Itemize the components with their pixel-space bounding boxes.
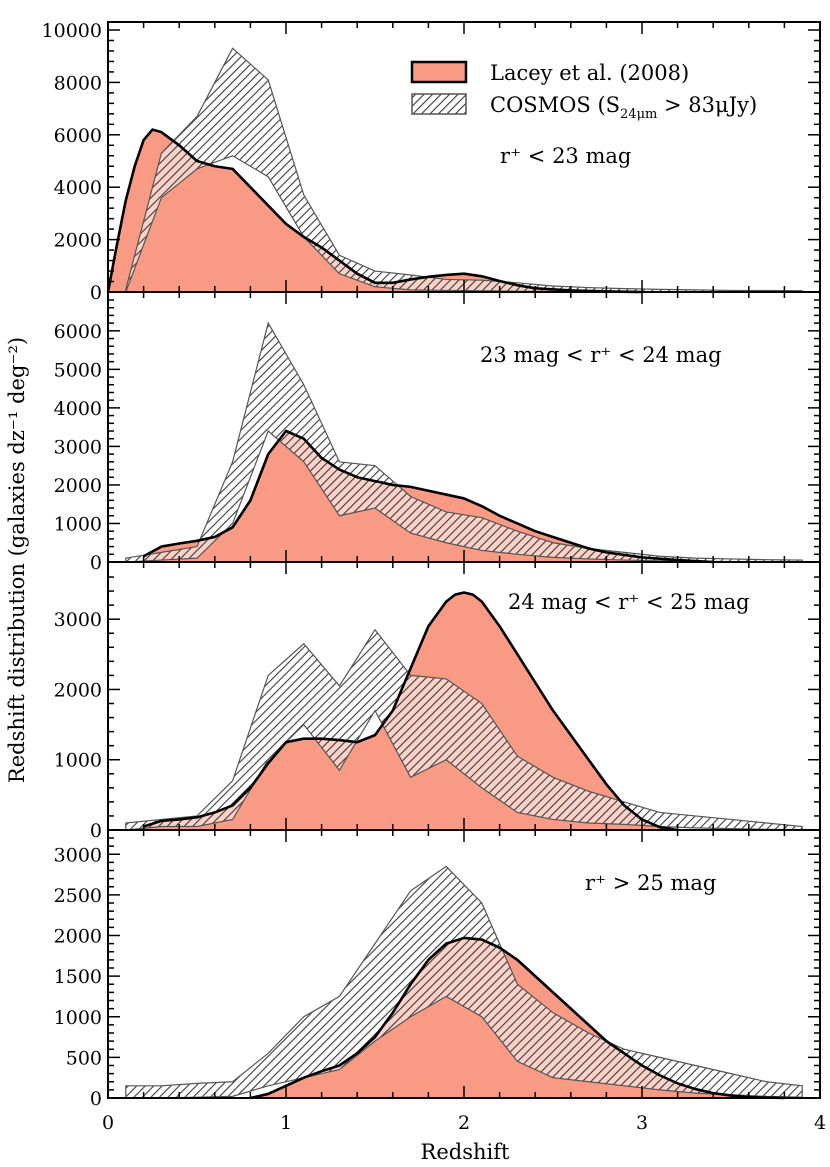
panel-1: 0 2000 4000 6000 8000 10000 r⁺ < 23 mag — [42, 20, 821, 304]
y-tick-label: 0 — [90, 282, 102, 304]
y-tick-label: 1000 — [54, 750, 102, 772]
model-line-4 — [250, 936, 785, 1100]
panel-2: 0 1000 2000 3000 4000 5000 6000 23 mag < r⁺ < 2… — [54, 291, 821, 574]
panel-label-4: r⁺ > 25 mag — [585, 871, 716, 895]
legend-observed-tail: > 83μJy) — [657, 93, 757, 117]
model-line-3 — [143, 591, 678, 832]
x-tick-label: 0 — [102, 1112, 114, 1134]
y-tick-label: 2500 — [54, 885, 102, 907]
y-tick-label: 2000 — [54, 230, 102, 252]
y-axis-title: Redshift distribution (galaxies dz⁻¹ deg… — [5, 337, 29, 783]
panel-3: 0 1000 2000 3000 24 mag < r⁺ < 25 mag — [54, 561, 821, 842]
legend-observed-main: COSMOS (S — [490, 93, 620, 117]
y-tick-label: 1000 — [54, 513, 102, 535]
y-tick-label: 8000 — [54, 72, 102, 94]
y-tick-label: 1500 — [54, 966, 102, 988]
y-tick-label: 2000 — [54, 926, 102, 948]
y-tick-label: 0 — [90, 820, 102, 842]
y-tick-label: 500 — [66, 1047, 102, 1069]
legend-swatch-model — [410, 60, 468, 84]
y-tick-label: 3000 — [54, 436, 102, 458]
y-tick-label: 10000 — [42, 20, 102, 42]
x-tick-label: 1 — [280, 1112, 292, 1134]
model-area-1 — [108, 129, 642, 292]
model-area-2 — [143, 431, 714, 562]
y-tick-label: 5000 — [54, 359, 102, 381]
legend-label-model: Lacey et al. (2008) — [490, 61, 689, 85]
legend-observed-sub: 24μm — [620, 107, 657, 122]
model-line-2 — [142, 429, 714, 564]
y-tick-label: 1000 — [54, 1007, 102, 1029]
legend-label-observed: COSMOS (S24μm > 83μJy) — [490, 93, 757, 122]
y-tick-label: 4000 — [54, 177, 102, 199]
legend-swatch-observed — [411, 93, 467, 115]
x-tick-label: 4 — [814, 1112, 826, 1134]
y-tick-label: 3000 — [54, 844, 102, 866]
x-axis-title: Redshift — [421, 1140, 510, 1164]
panel-label-1: r⁺ < 23 mag — [500, 144, 631, 168]
x-tick-label: 3 — [636, 1112, 648, 1134]
x-tick-label: 2 — [458, 1112, 470, 1134]
panel-label-2: 23 mag < r⁺ < 24 mag — [480, 343, 722, 367]
panel-label-3: 24 mag < r⁺ < 25 mag — [508, 590, 750, 614]
y-tick-label: 0 — [90, 1088, 102, 1110]
y-tick-label: 6000 — [54, 125, 102, 147]
panel-4: 0 500 1000 1500 2000 2500 3000 0 1 2 3 4 r⁺ > 25 mag — [54, 829, 826, 1134]
legend: Lacey et al. (2008) COSMOS (S24μm > 83μJ… — [410, 60, 757, 122]
y-tick-label: 2000 — [54, 679, 102, 701]
y-tick-label: 6000 — [54, 321, 102, 343]
y-tick-label: 3000 — [54, 609, 102, 631]
y-tick-label: 2000 — [54, 475, 102, 497]
model-line-1 — [106, 128, 643, 294]
y-tick-label: 0 — [90, 552, 102, 574]
y-tick-label: 4000 — [54, 398, 102, 420]
